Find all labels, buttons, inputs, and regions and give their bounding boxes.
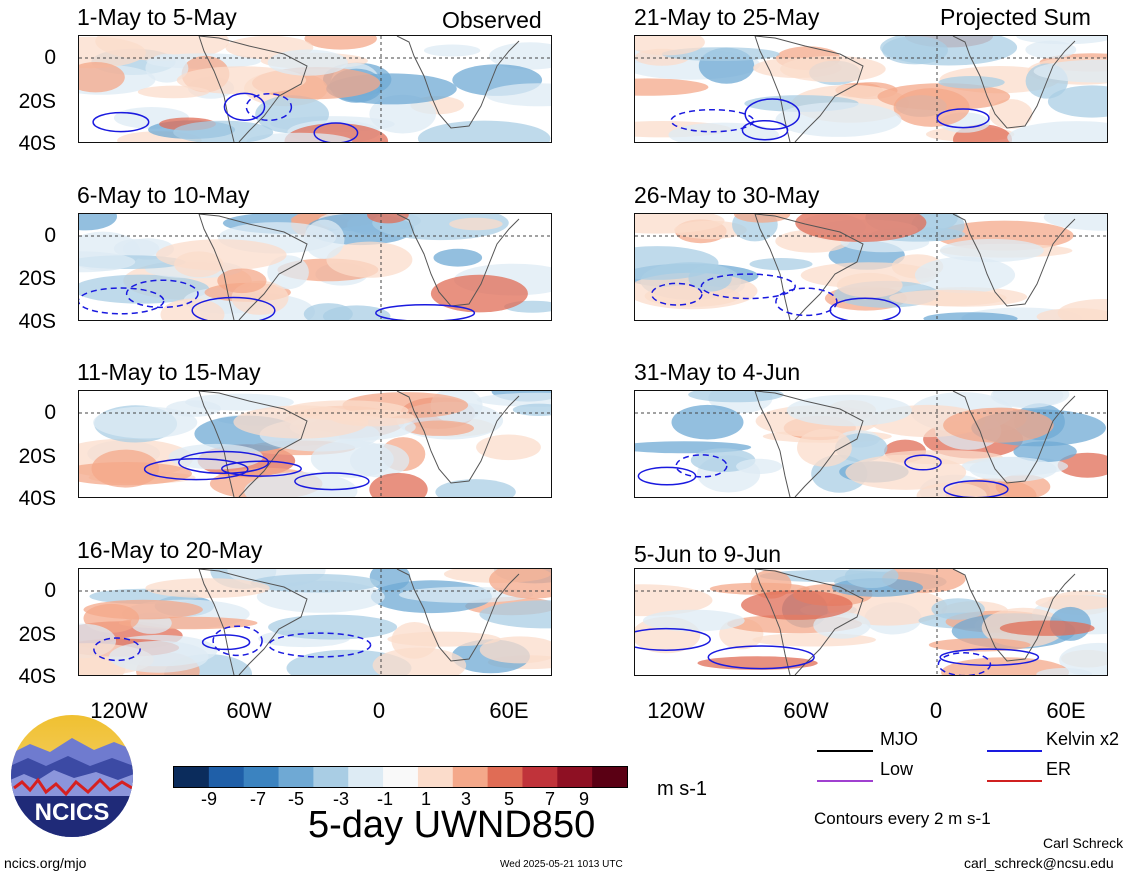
x-tick-label: 0 (929, 698, 943, 723)
colorbar-swatch (383, 767, 419, 787)
y-tick-label: 0 (44, 579, 56, 602)
y-tick-label: 40S (18, 132, 56, 155)
map-panel (634, 35, 1108, 143)
low-label: Low (880, 759, 914, 779)
y-tick-label: 0 (44, 224, 56, 247)
map-field (635, 214, 1107, 320)
colorbar-tick: -9 (200, 789, 217, 809)
x-tick-label: 120W (90, 698, 148, 723)
low-line-swatch (817, 769, 873, 782)
colorbar-swatch (278, 767, 314, 787)
colorbar-tick: 1 (420, 789, 431, 809)
x-tick-label: 60W (783, 698, 829, 723)
colorbar-swatch (313, 767, 349, 787)
projected-label: Projected Sum (940, 4, 1091, 30)
x-tick-label: 60E (489, 698, 529, 723)
colorbar-swatch (243, 767, 280, 787)
y-tick-label: 0 (44, 401, 56, 424)
colorbar-tick: -3 (332, 789, 349, 809)
y-tick-label: 40S (18, 310, 56, 333)
colorbar-swatch (557, 767, 593, 787)
colorbar-tick: 5 (503, 789, 514, 809)
kelvin-line-swatch (987, 739, 1042, 752)
panel-title: 31-May to 4-Jun (634, 359, 801, 385)
author-email[interactable]: carl_schreck@ncsu.edu (964, 855, 1114, 871)
ncics-logo: NCICS (10, 714, 134, 838)
colorbar-tick: 3 (460, 789, 471, 809)
y-tick-label: 20S (18, 267, 56, 290)
map-field (79, 569, 551, 675)
map-field (635, 391, 1107, 497)
colorbar-swatch (208, 767, 245, 787)
colorbar-tick: 7 (544, 789, 555, 809)
map-panel (78, 390, 552, 498)
y-tick-label: 20S (18, 445, 56, 468)
er-line-swatch (987, 769, 1042, 782)
mjo-label: MJO (880, 729, 918, 749)
colorbar-tick: 9 (578, 789, 589, 809)
y-tick-label: 20S (18, 623, 56, 646)
kelvin-label: Kelvin x2 (1046, 729, 1120, 749)
panel-title: 1-May to 5-May (77, 4, 237, 30)
map-panel (78, 35, 552, 143)
colorbar-swatch (174, 767, 210, 787)
contours-note: Contours every 2 m s-1 (814, 809, 991, 828)
panel-title: 16-May to 20-May (77, 537, 263, 563)
colorbar-swatch (487, 767, 523, 787)
panel-title: 21-May to 25-May (634, 4, 820, 30)
y-tick-label: 40S (18, 665, 56, 688)
map-field (79, 214, 551, 320)
map-field (635, 569, 1107, 675)
colorbar-swatch (522, 767, 558, 787)
y-tick-label: 40S (18, 487, 56, 510)
y-tick-label: 20S (18, 90, 56, 113)
mjo-line-swatch (817, 739, 873, 752)
timestamp: Wed 2025-05-21 1013 UTC (500, 859, 623, 870)
x-tick-label: 120W (647, 698, 705, 723)
panel-title: 26-May to 30-May (634, 182, 820, 208)
y-tick-label: 0 (44, 46, 56, 69)
panel-title: 11-May to 15-May (77, 359, 261, 385)
figure-title: 5-day UWND850 (308, 804, 596, 846)
map-field (79, 36, 551, 142)
colorbar-swatch (452, 767, 489, 787)
colorbar-swatch (348, 767, 384, 787)
panel-title: 6-May to 10-May (77, 182, 250, 208)
ncics-logo-text: NCICS (35, 799, 110, 826)
author-name: Carl Schreck (1043, 835, 1124, 851)
x-tick-label: 60W (226, 698, 272, 723)
colorbar-tick: -7 (249, 789, 266, 809)
colorbar-units: m s-1 (657, 778, 707, 800)
site-url[interactable]: ncics.org/mjo (4, 855, 87, 871)
map-panel (634, 213, 1108, 321)
colorbar-swatch (417, 767, 454, 787)
colorbar-tick: -1 (376, 789, 393, 809)
map-field (635, 36, 1107, 142)
map-field (79, 391, 551, 497)
map-panel (78, 568, 552, 676)
observed-label: Observed (442, 7, 542, 33)
colorbar-swatch (592, 767, 628, 787)
map-panel (634, 568, 1108, 676)
colorbar-tick: -5 (287, 789, 304, 809)
x-tick-label: 60E (1046, 698, 1086, 723)
map-panel (78, 213, 552, 321)
x-tick-label: 0 (372, 698, 386, 723)
er-label: ER (1046, 759, 1072, 779)
map-panel (634, 390, 1108, 498)
colorbar (173, 766, 628, 788)
panel-title: 5-Jun to 9-Jun (634, 541, 782, 567)
